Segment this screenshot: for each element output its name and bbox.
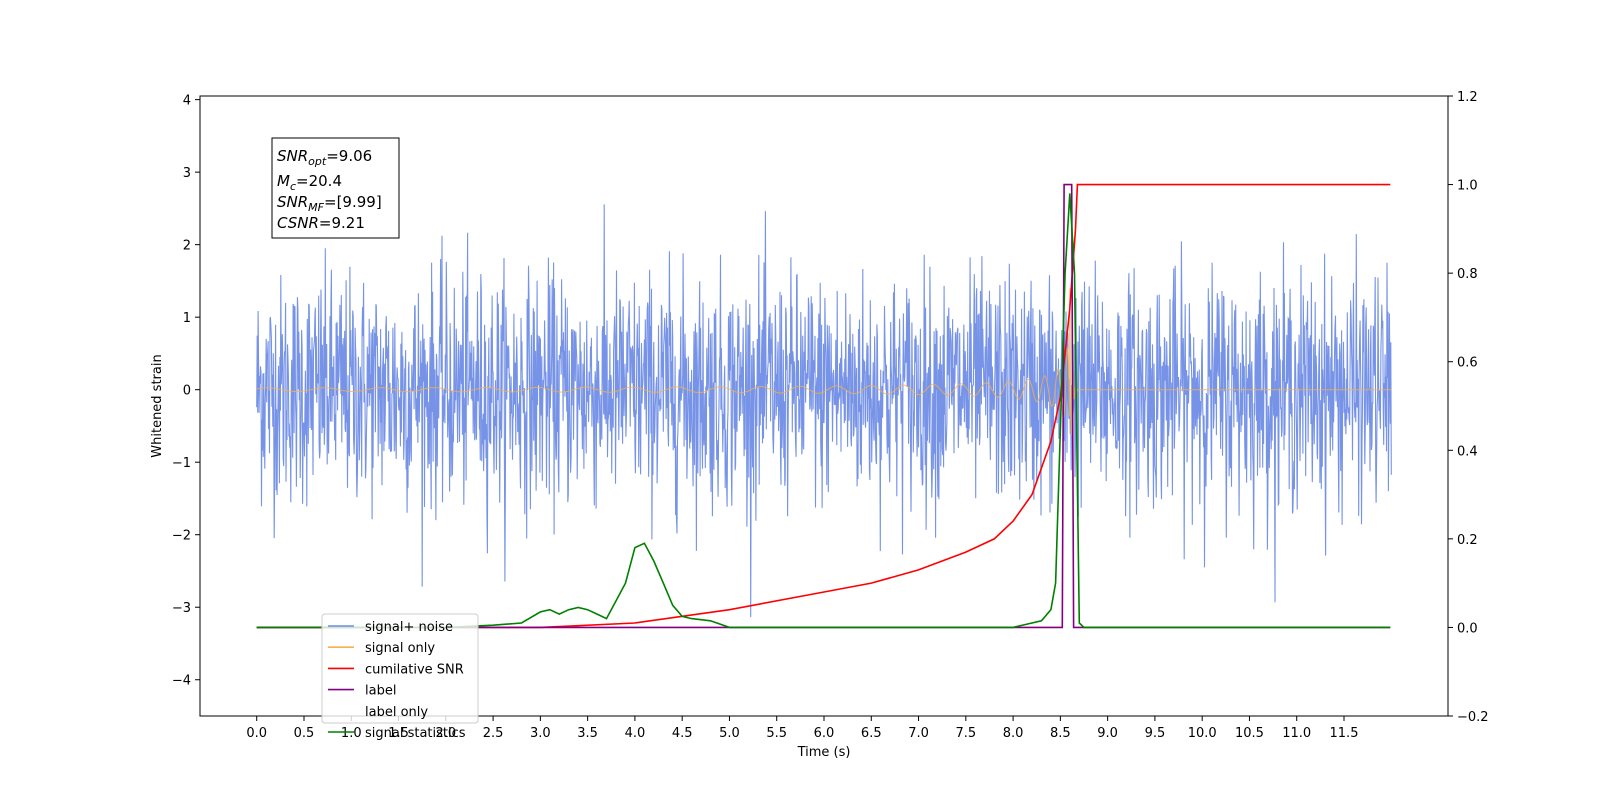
y-axis-right: 1.2 1.0 0.8 0.6 0.4 0.2 0.0 −0.2 xyxy=(1448,90,1489,725)
x-tick-label: 4.0 xyxy=(625,726,646,741)
x-tick-label: 9.5 xyxy=(1145,726,1166,741)
y2-tick-label: 0.6 xyxy=(1457,356,1478,371)
series-signal-statistics-line xyxy=(256,193,1391,629)
y2-tick-label: 0.8 xyxy=(1457,267,1478,282)
y-tick-label: −1 xyxy=(172,456,191,471)
y2-tick-label: 1.0 xyxy=(1457,179,1478,194)
legend-label-label-only: label only xyxy=(365,705,428,720)
legend-box xyxy=(321,613,479,724)
annotation-snr-mf: SNRMF=[9.99] xyxy=(277,193,382,214)
annotation-mc: Mc=20.4 xyxy=(277,172,342,193)
x-tick-label: 2.0 xyxy=(435,726,456,741)
x-tick-label: 5.0 xyxy=(719,726,740,741)
x-axis-label: Time (s) xyxy=(797,745,851,760)
legend: signal+ noise signal only cumilative SNR la… xyxy=(321,613,479,741)
x-tick-label: 8.0 xyxy=(1003,726,1024,741)
y-axis-label: Whitened strain xyxy=(150,354,165,457)
x-axis: 0.0 0.5 1.0 1.5 2.0 2.5 3.0 3.5 4.0 4.5 5.0 5.5 6.0 6… xyxy=(246,716,1358,741)
x-tick-label: 5.5 xyxy=(766,726,787,741)
y-tick-label: 2 xyxy=(183,239,191,254)
legend-label-signal-only: signal only xyxy=(365,641,435,656)
y-tick-label: 4 xyxy=(183,94,191,109)
y-axis-left: 4 3 2 1 0 −1 −2 −3 −4 xyxy=(172,94,200,689)
y-tick-label: 3 xyxy=(183,166,191,181)
x-tick-label: 6.5 xyxy=(861,726,882,741)
x-tick-label: 0.0 xyxy=(246,726,267,741)
legend-label-signal-noise: signal+ noise xyxy=(365,620,453,635)
x-tick-label: 3.0 xyxy=(530,726,551,741)
x-tick-label: 11.5 xyxy=(1330,726,1359,741)
y-tick-label: −2 xyxy=(172,529,191,544)
y2-tick-label: 0.2 xyxy=(1457,533,1478,548)
y-tick-label: 1 xyxy=(183,311,191,326)
x-tick-label: 11.0 xyxy=(1282,726,1311,741)
x-tick-label: 4.5 xyxy=(672,726,693,741)
x-tick-label: 2.5 xyxy=(483,726,504,741)
y-tick-label: −3 xyxy=(172,601,191,616)
series-signal-noise-line xyxy=(256,204,1392,618)
x-tick-label: 6.0 xyxy=(814,726,835,741)
x-tick-label: 7.0 xyxy=(908,726,929,741)
annotation-snr-opt: SNRopt=9.06 xyxy=(277,147,372,168)
x-tick-label: 1.0 xyxy=(341,726,362,741)
legend-label-label: label xyxy=(365,684,396,699)
legend-label-signal-statistics: signal statistics xyxy=(365,726,466,741)
x-tick-label: 7.5 xyxy=(955,726,976,741)
annotation-csnr: CSNR=9.21 xyxy=(277,214,365,232)
y2-tick-label: 0.0 xyxy=(1457,621,1478,636)
legend-label-cumilative-snr: cumilative SNR xyxy=(365,662,464,677)
annotation-box: SNRopt=9.06 Mc=20.4 SNRMF=[9.99] CSNR=9.… xyxy=(271,137,400,239)
series-layer xyxy=(256,183,1392,629)
x-tick-label: 3.5 xyxy=(577,726,598,741)
x-tick-label: 10.0 xyxy=(1188,726,1217,741)
x-tick-label: 9.0 xyxy=(1097,726,1118,741)
y2-tick-label: 1.2 xyxy=(1457,90,1478,105)
x-tick-label: 10.5 xyxy=(1235,726,1264,741)
x-tick-label: 0.5 xyxy=(294,726,315,741)
series-signal-only-line xyxy=(256,288,1392,436)
y2-tick-label: −0.2 xyxy=(1457,710,1489,725)
y2-tick-label: 0.4 xyxy=(1457,444,1478,459)
x-tick-label: 1.5 xyxy=(388,726,409,741)
y-tick-label: 0 xyxy=(183,384,191,399)
x-tick-label: 8.5 xyxy=(1050,726,1071,741)
y-tick-label: −4 xyxy=(172,674,191,689)
